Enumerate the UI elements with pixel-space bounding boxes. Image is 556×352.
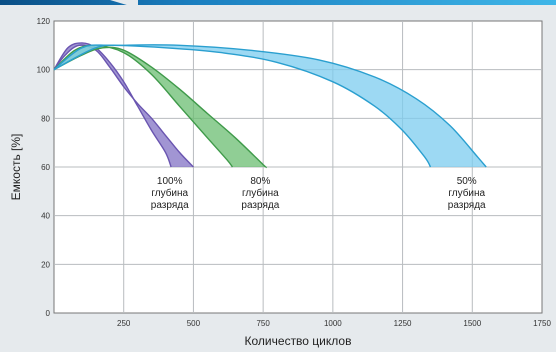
series-annotations: 100%глубинаразряда80%глубинаразряда50%гл… bbox=[151, 176, 486, 211]
y-axis-title: Емкость [%] bbox=[9, 134, 23, 201]
y-tick-label: 120 bbox=[37, 17, 51, 26]
x-tick-label: 1750 bbox=[533, 319, 551, 328]
series-label-line: разряда bbox=[448, 200, 486, 211]
x-tick-label: 250 bbox=[117, 319, 131, 328]
x-tick-label: 750 bbox=[256, 319, 270, 328]
series-label-line: глубина bbox=[242, 187, 279, 199]
series-band-1 bbox=[53, 42, 194, 168]
series-label-line: 80% bbox=[250, 176, 270, 187]
y-axis-ticks: 0 20 40 60 80 100 120 bbox=[37, 17, 51, 318]
y-tick-label: 100 bbox=[37, 66, 51, 75]
header-accent-bar bbox=[0, 0, 556, 5]
x-tick-label: 500 bbox=[187, 319, 201, 328]
y-tick-label: 80 bbox=[41, 114, 50, 123]
header-notch bbox=[110, 0, 138, 5]
series-label-line: 100% bbox=[157, 176, 183, 187]
band-fill bbox=[54, 44, 487, 167]
band-upper-line bbox=[53, 42, 172, 168]
x-tick-label: 1500 bbox=[463, 319, 481, 328]
x-tick-label: 1000 bbox=[324, 319, 342, 328]
band-lower-line bbox=[53, 44, 194, 168]
y-tick-label: 40 bbox=[41, 212, 50, 221]
y-tick-label: 0 bbox=[46, 309, 51, 318]
x-tick-label: 1250 bbox=[394, 319, 412, 328]
band-fill bbox=[54, 42, 194, 167]
band-lower-line bbox=[53, 46, 267, 169]
band-upper-line bbox=[53, 44, 432, 168]
series-label-line: глубина bbox=[448, 187, 485, 199]
x-axis-title: Количество циклов bbox=[245, 334, 352, 348]
series-label-line: 50% bbox=[457, 176, 477, 187]
series-label-line: разряда bbox=[241, 200, 279, 211]
x-axis-ticks: 250 500 750 1000 1250 1500 1750 bbox=[117, 319, 551, 328]
series-band-2 bbox=[53, 44, 267, 169]
series-label-line: разряда bbox=[151, 200, 189, 211]
band-upper-line bbox=[53, 44, 234, 168]
y-tick-label: 60 bbox=[41, 163, 50, 172]
series-band-3 bbox=[53, 44, 487, 168]
band-fill bbox=[54, 45, 267, 168]
series-bands bbox=[53, 42, 487, 169]
band-lower-line bbox=[53, 44, 487, 168]
series-label-line: глубина bbox=[151, 187, 188, 199]
y-tick-label: 20 bbox=[41, 260, 50, 269]
